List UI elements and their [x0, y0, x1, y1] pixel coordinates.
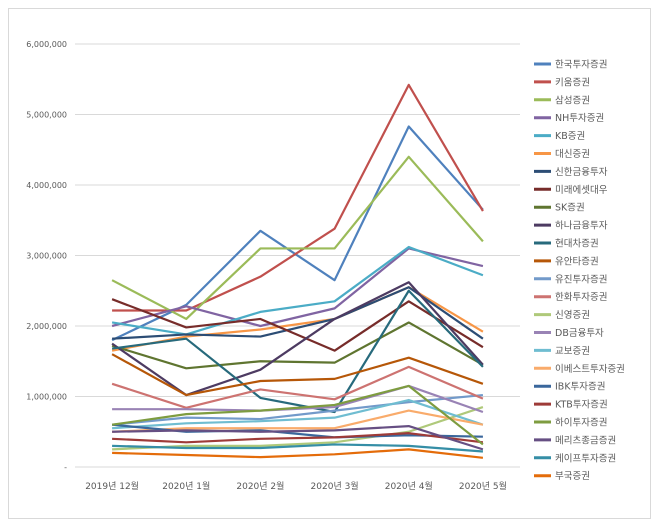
series-line-13	[111, 365, 484, 409]
series-line-20	[111, 384, 484, 446]
legend-label: 메리츠종금증권	[555, 434, 616, 446]
legend-label: 미래에셋대우	[555, 185, 608, 196]
series-line-12	[111, 393, 484, 426]
legend-label: 교보증권	[555, 345, 590, 357]
y-tick-label: -	[64, 463, 67, 472]
series-line-2	[111, 155, 484, 321]
legend-label: 신한금융투자	[555, 167, 608, 178]
series-line-10	[111, 289, 484, 414]
series-line-11	[111, 353, 484, 397]
y-tick-label: 1,000,000	[26, 393, 67, 402]
legend-label: KTB투자증권	[555, 399, 608, 411]
x-tick-label: 2020년 1월	[162, 480, 210, 492]
legend-label: 케이프투자증권	[555, 452, 616, 464]
legend-label: 현대차증권	[555, 238, 599, 250]
legend-label: 삼성증권	[555, 94, 590, 106]
series-line-4	[111, 245, 484, 336]
series-line-21	[112, 425, 484, 451]
legend-label: IBK투자증권	[555, 381, 606, 393]
series-line-14	[112, 406, 484, 451]
legend-label: 하이투자증권	[555, 417, 607, 429]
legend-label: 유안타증권	[555, 255, 599, 267]
series-line-9	[111, 281, 484, 397]
series-line-1	[112, 83, 484, 312]
legend-label: 키움증권	[555, 76, 590, 88]
x-tick-label: 2020년 4월	[385, 480, 433, 492]
legend-label: SK증권	[555, 202, 585, 214]
legend-label: 한화투자증권	[555, 291, 607, 303]
legend-label: 한국투자증권	[555, 59, 607, 71]
series-line-8	[111, 321, 484, 370]
legend-label: 신영증권	[555, 309, 590, 321]
y-tick-label: 5,000,000	[26, 111, 67, 120]
series-line-7	[111, 298, 484, 352]
legend-label: KB증권	[555, 130, 585, 142]
series-line-19	[112, 432, 484, 444]
legend-label: 부국증권	[555, 470, 590, 482]
legend-label: NH투자증권	[555, 112, 604, 124]
legend-label: DB금융투자	[555, 328, 604, 339]
legend-label: 하나금융투자	[555, 220, 608, 232]
x-tick-label: 2019년 12월	[85, 480, 139, 492]
series-line-17	[112, 409, 484, 433]
series-line-16	[112, 398, 484, 430]
legend-label: 이베스트투자증권	[555, 363, 625, 375]
y-tick-label: 4,000,000	[26, 181, 67, 190]
series-line-22	[112, 443, 484, 453]
y-tick-label: 3,000,000	[26, 252, 67, 261]
y-tick-label: 2,000,000	[26, 322, 67, 331]
y-tick-label: 6,000,000	[26, 40, 67, 49]
legend-label: 대신증권	[555, 148, 590, 160]
series-line-23	[112, 448, 484, 459]
x-tick-label: 2020년 5월	[459, 480, 507, 492]
x-tick-label: 2020년 3월	[311, 480, 359, 492]
legend-label: 유진투자증권	[555, 273, 607, 285]
chart-frame	[8, 8, 651, 519]
x-tick-label: 2020년 2월	[236, 480, 284, 492]
